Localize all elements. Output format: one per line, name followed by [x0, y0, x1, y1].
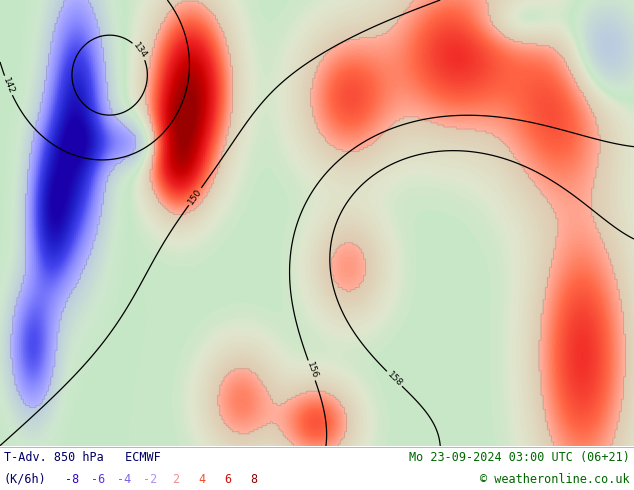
Text: Mo 23-09-2024 03:00 UTC (06+21): Mo 23-09-2024 03:00 UTC (06+21): [409, 450, 630, 464]
Text: 150: 150: [186, 187, 204, 206]
Text: 2: 2: [172, 472, 179, 486]
Text: -4: -4: [117, 472, 131, 486]
Text: 6: 6: [224, 472, 231, 486]
Text: © weatheronline.co.uk: © weatheronline.co.uk: [481, 472, 630, 486]
Text: -8: -8: [65, 472, 79, 486]
Text: 142: 142: [1, 76, 16, 95]
Text: (K/6h): (K/6h): [4, 472, 47, 486]
Text: -2: -2: [143, 472, 157, 486]
Text: 158: 158: [385, 369, 404, 388]
Text: 4: 4: [198, 472, 205, 486]
Text: 8: 8: [250, 472, 257, 486]
Text: -6: -6: [91, 472, 105, 486]
Text: 134: 134: [131, 41, 148, 60]
Text: 156: 156: [304, 361, 319, 380]
Text: T-Adv. 850 hPa   ECMWF: T-Adv. 850 hPa ECMWF: [4, 450, 161, 464]
